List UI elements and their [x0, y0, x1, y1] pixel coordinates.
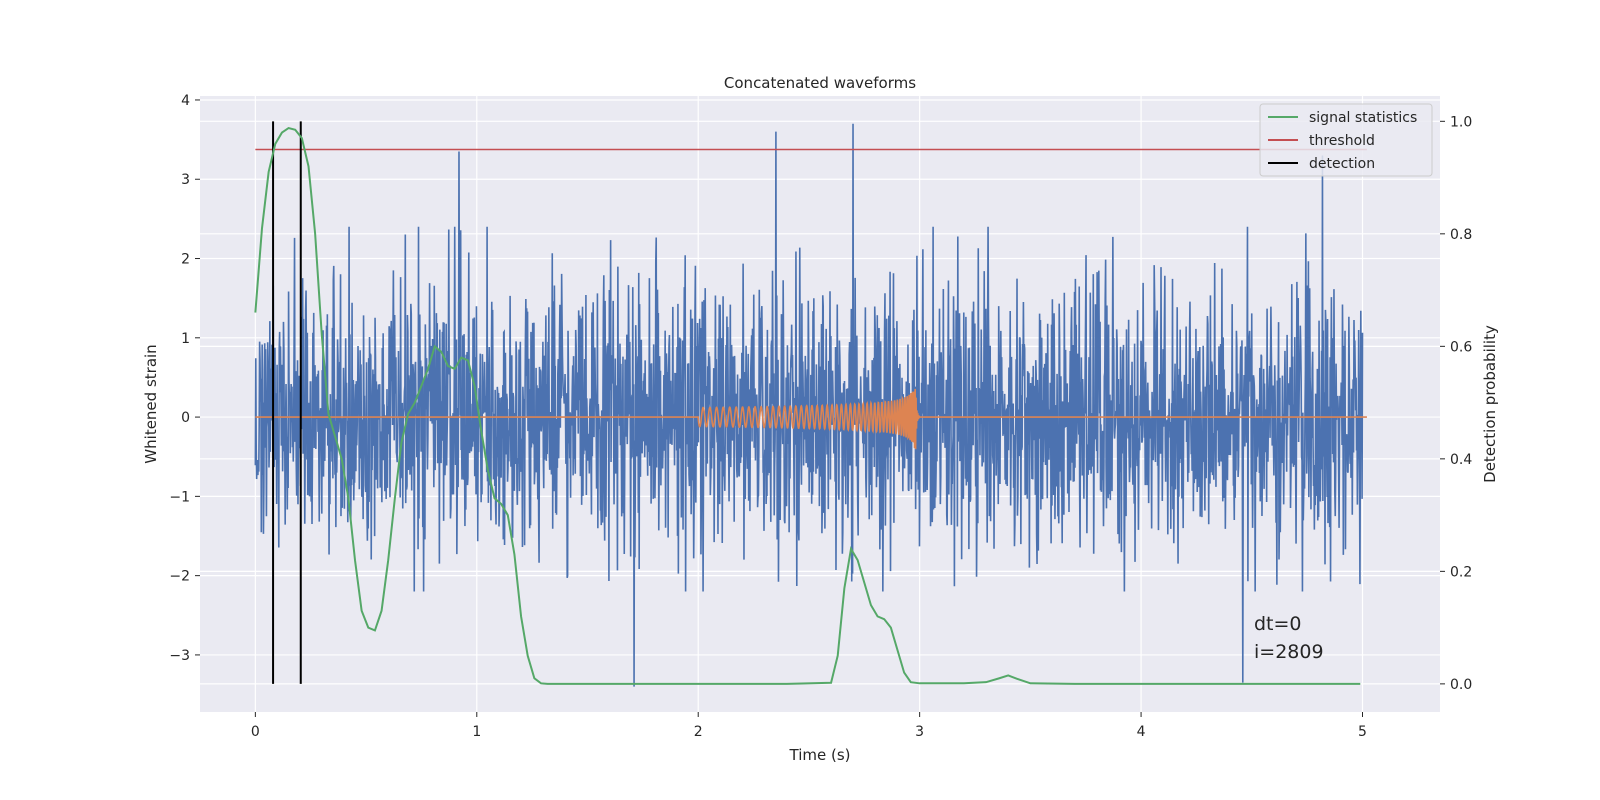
- y-tick-label: 3: [181, 172, 190, 188]
- y-axis-left-ticks: −3 −2 −1 0 1 2 3 4: [169, 93, 200, 664]
- x-tick-label: 5: [1358, 724, 1367, 740]
- y-tick-label: −1: [169, 489, 190, 505]
- legend-label-detection: detection: [1309, 156, 1375, 172]
- template-chirp-series: [255, 388, 1367, 450]
- legend-box: [1259, 103, 1433, 177]
- x-axis-ticks: 0 1 2 3 4 5: [251, 712, 1367, 740]
- signal-statistics-series: [254, 126, 1361, 685]
- x-tick-label: 2: [694, 724, 703, 740]
- y-axis-right-ticks: 0.0 0.2 0.4 0.6 0.8 1.0: [1440, 114, 1472, 693]
- y-tick-label: −2: [169, 569, 190, 585]
- legend: signal statistics threshold detection: [1259, 103, 1433, 177]
- x-tick-label: 0: [251, 724, 260, 740]
- y-right-tick-label: 0.0: [1450, 677, 1472, 693]
- legend-label-threshold: threshold: [1309, 133, 1375, 149]
- y-right-tick-label: 1.0: [1450, 114, 1472, 130]
- annotation-i: i=2809: [1254, 641, 1324, 663]
- y-tick-label: 1: [181, 331, 190, 347]
- y-axis-label: Whitened strain: [142, 344, 160, 463]
- x-axis-label: Time (s): [789, 746, 851, 764]
- annotation-dt: dt=0: [1254, 613, 1302, 635]
- y-tick-label: 4: [181, 93, 190, 109]
- y-tick-label: 0: [181, 410, 190, 426]
- y-tick-label: −3: [169, 648, 190, 664]
- y-right-tick-label: 0.4: [1450, 452, 1472, 468]
- y-right-tick-label: 0.2: [1450, 564, 1472, 580]
- y-axis-right-label: Detection probability: [1481, 325, 1499, 483]
- y-right-tick-label: 0.8: [1450, 227, 1472, 243]
- chart-title: Concatenated waveforms: [724, 74, 916, 92]
- x-tick-label: 1: [472, 724, 481, 740]
- x-tick-label: 3: [915, 724, 924, 740]
- x-tick-label: 4: [1137, 724, 1146, 740]
- y-right-tick-label: 0.6: [1450, 339, 1472, 355]
- legend-label-signal-statistics: signal statistics: [1309, 110, 1417, 126]
- y-tick-label: 2: [181, 252, 190, 268]
